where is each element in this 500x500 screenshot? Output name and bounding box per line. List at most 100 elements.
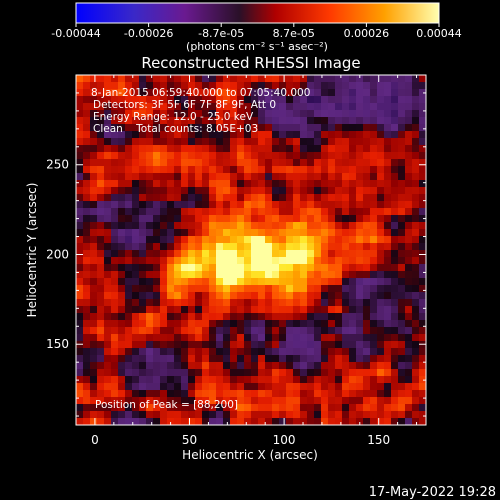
heatmap-cell	[146, 264, 154, 272]
heatmap-cell	[97, 103, 105, 111]
heatmap-cell	[244, 292, 252, 300]
heatmap-cell	[272, 208, 280, 216]
heatmap-cell	[370, 208, 378, 216]
heatmap-cell	[398, 75, 406, 83]
heatmap-cell	[216, 299, 224, 307]
heatmap-cell	[174, 369, 182, 377]
heatmap-cell	[356, 103, 364, 111]
heatmap-cell	[412, 271, 420, 279]
heatmap-cell	[244, 404, 252, 412]
heatmap-cell	[237, 383, 245, 391]
heatmap-cell	[258, 131, 266, 139]
heatmap-cell	[286, 362, 294, 370]
heatmap-cell	[405, 390, 413, 398]
heatmap-cell	[216, 236, 224, 244]
heatmap-cell	[370, 229, 378, 237]
heatmap-cell	[83, 222, 91, 230]
heatmap-cell	[293, 292, 301, 300]
heatmap-cell	[251, 180, 259, 188]
heatmap-cell	[111, 320, 119, 328]
heatmap-cell	[237, 299, 245, 307]
heatmap-cell	[279, 327, 287, 335]
heatmap-cell	[237, 229, 245, 237]
heatmap-cell	[272, 390, 280, 398]
heatmap-cell	[195, 285, 203, 293]
heatmap-cell	[286, 145, 294, 153]
heatmap-cell	[328, 194, 336, 202]
heatmap-cell	[391, 292, 399, 300]
heatmap-cell	[363, 299, 371, 307]
heatmap-cell	[419, 110, 426, 118]
heatmap-cell	[321, 348, 329, 356]
heatmap-cell	[83, 264, 91, 272]
heatmap-cell	[370, 264, 378, 272]
heatmap-cell	[216, 187, 224, 195]
heatmap-cell	[258, 383, 266, 391]
heatmap-cell	[356, 138, 364, 146]
heatmap-cell	[321, 103, 329, 111]
heatmap-cell	[251, 187, 259, 195]
heatmap-cell	[328, 362, 336, 370]
heatmap-cell	[384, 159, 392, 167]
heatmap-cell	[230, 313, 238, 321]
heatmap-cell	[146, 89, 154, 97]
heatmap-cell	[118, 376, 126, 384]
heatmap-cell	[167, 369, 175, 377]
heatmap-cell	[279, 292, 287, 300]
heatmap-cell	[223, 131, 231, 139]
heatmap-cell	[111, 243, 119, 251]
heatmap-cell	[125, 187, 133, 195]
heatmap-cell	[419, 404, 426, 412]
heatmap-cell	[384, 89, 392, 97]
heatmap-cell	[363, 194, 371, 202]
heatmap-cell	[419, 411, 426, 419]
heatmap-cell	[391, 180, 399, 188]
heatmap-cell	[251, 390, 259, 398]
heatmap-cell	[307, 320, 315, 328]
heatmap-cell	[349, 313, 357, 321]
heatmap-cell	[363, 341, 371, 349]
heatmap-cell	[328, 334, 336, 342]
heatmap-cell	[356, 264, 364, 272]
heatmap-cell	[335, 334, 343, 342]
heatmap-cell	[118, 124, 126, 132]
heatmap-cell	[342, 82, 350, 90]
heatmap-cell	[90, 299, 98, 307]
heatmap-cell	[195, 327, 203, 335]
heatmap-cell	[377, 138, 385, 146]
heatmap-cell	[370, 152, 378, 160]
heatmap-cell	[223, 334, 231, 342]
heatmap-cell	[384, 166, 392, 174]
heatmap-cell	[377, 418, 385, 425]
heatmap-cell	[83, 285, 91, 293]
heatmap-cell	[90, 348, 98, 356]
heatmap-cell	[160, 306, 168, 314]
heatmap-cell	[202, 278, 210, 286]
heatmap-cell	[293, 208, 301, 216]
heatmap-cell	[104, 201, 112, 209]
heatmap-cell	[279, 362, 287, 370]
heatmap-cell	[258, 285, 266, 293]
heatmap-cell	[307, 96, 315, 104]
heatmap-cell	[307, 390, 315, 398]
heatmap-cell	[167, 187, 175, 195]
heatmap-cell	[237, 250, 245, 258]
heatmap-cell	[167, 243, 175, 251]
heatmap-cell	[181, 229, 189, 237]
heatmap-cell	[230, 341, 238, 349]
heatmap-cell	[384, 306, 392, 314]
heatmap-cell	[363, 243, 371, 251]
heatmap-cell	[272, 124, 280, 132]
heatmap-cell	[111, 313, 119, 321]
heatmap-cell	[286, 208, 294, 216]
heatmap-cell	[398, 89, 406, 97]
heatmap-cell	[419, 166, 426, 174]
heatmap-cell	[279, 152, 287, 160]
heatmap-cell	[153, 299, 161, 307]
heatmap-cell	[195, 257, 203, 265]
heatmap-cell	[97, 75, 105, 83]
heatmap-cell	[160, 299, 168, 307]
heatmap-cell	[153, 313, 161, 321]
heatmap-cell	[307, 173, 315, 181]
